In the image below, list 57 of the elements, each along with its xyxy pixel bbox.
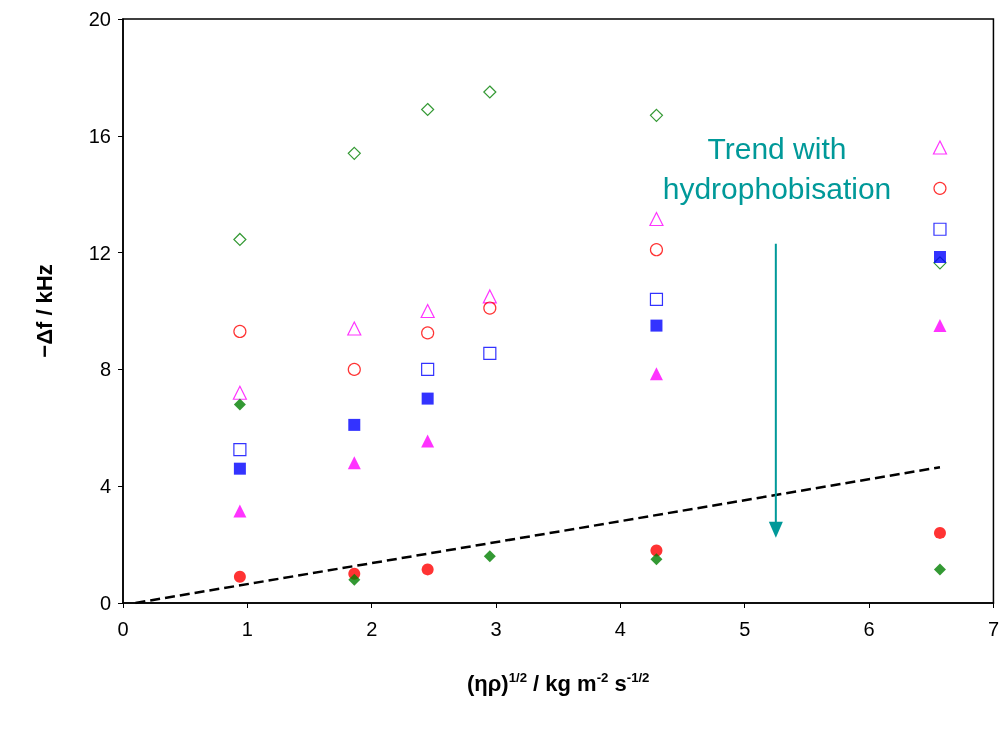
point: [233, 232, 247, 247]
point: [233, 570, 246, 583]
point: [348, 418, 361, 431]
y-tick-label: 0: [99, 592, 111, 614]
point: [650, 553, 663, 566]
point: [649, 108, 664, 122]
x-tick-label: 3: [490, 618, 502, 640]
point: [347, 456, 361, 470]
point: [650, 319, 663, 332]
point: [933, 250, 946, 263]
point: [933, 563, 946, 576]
point: [649, 243, 664, 257]
point: [232, 385, 247, 400]
point: [483, 346, 497, 360]
point: [233, 398, 246, 411]
y-tick-label: 8: [99, 358, 111, 381]
point: [933, 526, 946, 539]
point: [421, 563, 434, 576]
y-tick-label: 12: [88, 241, 111, 264]
point: [933, 319, 947, 333]
point: [421, 362, 435, 376]
y-tick-label: 20: [88, 8, 111, 30]
point: [482, 289, 497, 304]
x-tick-label: 6: [863, 618, 875, 640]
point: [421, 434, 435, 448]
point: [421, 326, 435, 340]
point: [483, 85, 497, 99]
point: [421, 102, 435, 117]
y-tick-label: 4: [99, 475, 111, 498]
x-tick-label: 7: [987, 618, 999, 640]
point: [650, 544, 663, 557]
point: [649, 211, 664, 227]
point: [649, 367, 663, 381]
point: [483, 550, 496, 563]
point: [421, 392, 434, 405]
point: [649, 292, 664, 306]
x-tick-label: 5: [739, 618, 751, 640]
point: [347, 362, 361, 376]
point: [233, 462, 246, 475]
point: [233, 504, 247, 518]
point: [483, 301, 497, 315]
x-tick-label: 0: [117, 618, 129, 640]
point: [933, 222, 947, 236]
x-tick-label: 1: [241, 618, 253, 640]
y-axis-title: −Δf / kHz: [31, 264, 57, 358]
point: [420, 303, 435, 319]
point: [932, 140, 948, 155]
y-tick-label: 16: [88, 124, 111, 147]
x-tick-label: 4: [614, 618, 626, 640]
point: [347, 321, 362, 336]
point: [233, 324, 247, 339]
point: [348, 573, 361, 586]
point: [233, 443, 247, 457]
annotation: Trend with hydrophobisation: [662, 131, 892, 205]
point: [347, 146, 361, 160]
x-tick-label: 2: [366, 618, 378, 640]
point: [933, 181, 947, 195]
